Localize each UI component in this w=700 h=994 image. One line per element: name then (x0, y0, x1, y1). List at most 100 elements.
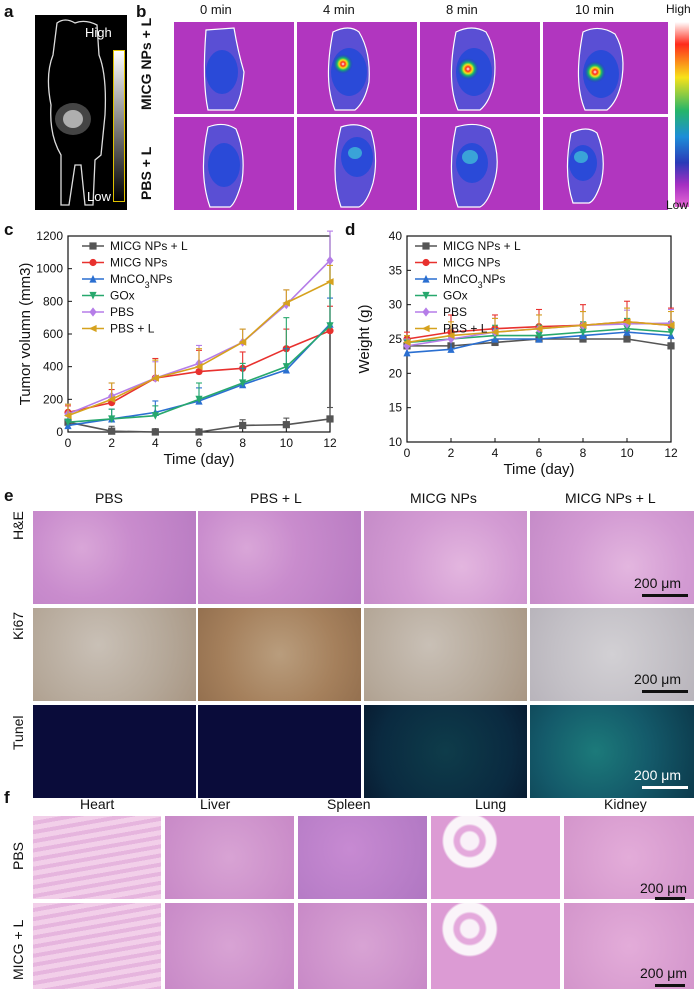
c-point (151, 412, 159, 420)
d-ytick-label: 30 (389, 298, 403, 312)
d-ytick-label: 20 (389, 366, 403, 380)
c-point (194, 363, 203, 371)
panel-label-d: d (345, 220, 356, 239)
he-micg-l (530, 511, 694, 604)
col-e-3: MICG NPs + L (565, 490, 656, 506)
organ-heart-micg (33, 903, 161, 989)
tunel-micg (364, 705, 527, 798)
c-point (107, 395, 116, 403)
c-xtick-label: 2 (108, 436, 115, 450)
d-point (666, 321, 675, 329)
row-e-tunel: Tunel (10, 715, 26, 750)
organ-spleen-micg (298, 903, 427, 989)
c-xtick-label: 10 (280, 436, 294, 450)
mouse-outline (47, 19, 107, 206)
c-xtick-label: 8 (239, 436, 246, 450)
time-label-2: 8 min (446, 2, 478, 17)
d-xtick-label: 2 (448, 446, 455, 460)
d-point (579, 328, 587, 337)
thermal-grid (174, 22, 668, 210)
c-ytick-label: 800 (43, 294, 63, 308)
c-point (282, 363, 290, 371)
c-ytick-label: 400 (43, 360, 63, 374)
d-xtick-label: 8 (580, 446, 587, 460)
c-legend-label: MICG NPs + L (110, 239, 188, 253)
thermal-frame-pbs-0min (174, 117, 294, 210)
scale-e-3: 200 μm (634, 767, 681, 783)
he-micg (364, 511, 527, 604)
scalebar-e-1 (642, 594, 688, 597)
d-point (623, 335, 631, 343)
c-point (195, 428, 203, 436)
d-point (534, 325, 543, 333)
c-legend-label: PBS + L (110, 322, 155, 336)
thermal-frame-micg-4min (297, 22, 417, 114)
c-point (282, 421, 290, 429)
thermal-frame-pbs-4min (297, 117, 417, 210)
c-point (326, 255, 334, 266)
c-legend-marker (88, 324, 97, 333)
d-point (403, 341, 411, 351)
c-point (195, 367, 203, 376)
d-ylabel: Weight (g) (356, 305, 373, 374)
organ-kidney-pbs (564, 816, 694, 899)
c-legend-marker (89, 307, 97, 317)
panel-label-c: c (4, 220, 14, 239)
c-legend-label: PBS (110, 305, 134, 319)
organ-spleen-pbs (298, 816, 427, 899)
d-legend-label: GOx (443, 289, 468, 303)
d-legend-marker (422, 274, 430, 283)
c-xtick-label: 4 (152, 436, 159, 450)
col-e-2: MICG NPs (410, 490, 477, 506)
col-f-2: Spleen (327, 796, 371, 812)
d-legend-label: PBS + L (443, 322, 488, 336)
c-ytick-label: 1200 (36, 229, 63, 243)
d-xtick-label: 12 (664, 446, 678, 460)
c-point (282, 299, 290, 307)
d-point (667, 328, 675, 337)
d-series-5 (402, 307, 675, 347)
d-xtick-label: 4 (492, 446, 499, 460)
d-ytick-label: 10 (389, 435, 403, 449)
ki67-micg-l (530, 608, 694, 701)
d-legend-label: MICG NPs (443, 256, 500, 270)
he-pbs (33, 511, 196, 604)
c-point (195, 395, 203, 404)
scalebar-e-2 (642, 690, 688, 693)
c-point (151, 374, 159, 382)
scalebar-f-1 (655, 897, 685, 900)
high-label: High (85, 25, 112, 40)
organ-lung-pbs (431, 816, 560, 899)
c-ylabel: Tumor volumn (mm3) (17, 263, 34, 406)
row-label-micg: MICG NPs + L (138, 17, 154, 110)
time-label-1: 4 min (323, 2, 355, 17)
c-point (151, 428, 159, 436)
c-legend-marker (89, 274, 97, 283)
row-f-micg: MICG + L (10, 919, 26, 980)
col-e-0: PBS (95, 490, 124, 506)
c-series-3 (64, 259, 334, 427)
he-pbs-l (198, 511, 361, 604)
ki67-micg (364, 608, 527, 701)
d-point (623, 325, 631, 333)
d-xtick-label: 6 (536, 446, 543, 460)
c-xtick-label: 0 (65, 436, 72, 450)
d-legend-label: PBS (443, 305, 467, 319)
c-ytick-label: 200 (43, 392, 63, 406)
c-point (64, 418, 72, 427)
c-ytick-label: 600 (43, 327, 63, 341)
col-f-1: Liver (200, 796, 231, 812)
c-series-0 (64, 406, 334, 436)
time-label-0: 0 min (200, 2, 232, 17)
col-e-1: PBS + L (250, 490, 302, 506)
scale-e-2: 200 μm (634, 671, 681, 687)
d-point (667, 342, 675, 350)
c-point (325, 278, 334, 286)
d-point (403, 348, 411, 357)
c-legend-marker (89, 291, 97, 300)
thermal-frame-micg-8min (420, 22, 540, 114)
ki67-pbs-l (198, 608, 361, 701)
thermal-colorbar (675, 22, 689, 207)
colorbar-high: High (666, 2, 691, 16)
thermal-frame-micg-0min (174, 22, 294, 114)
